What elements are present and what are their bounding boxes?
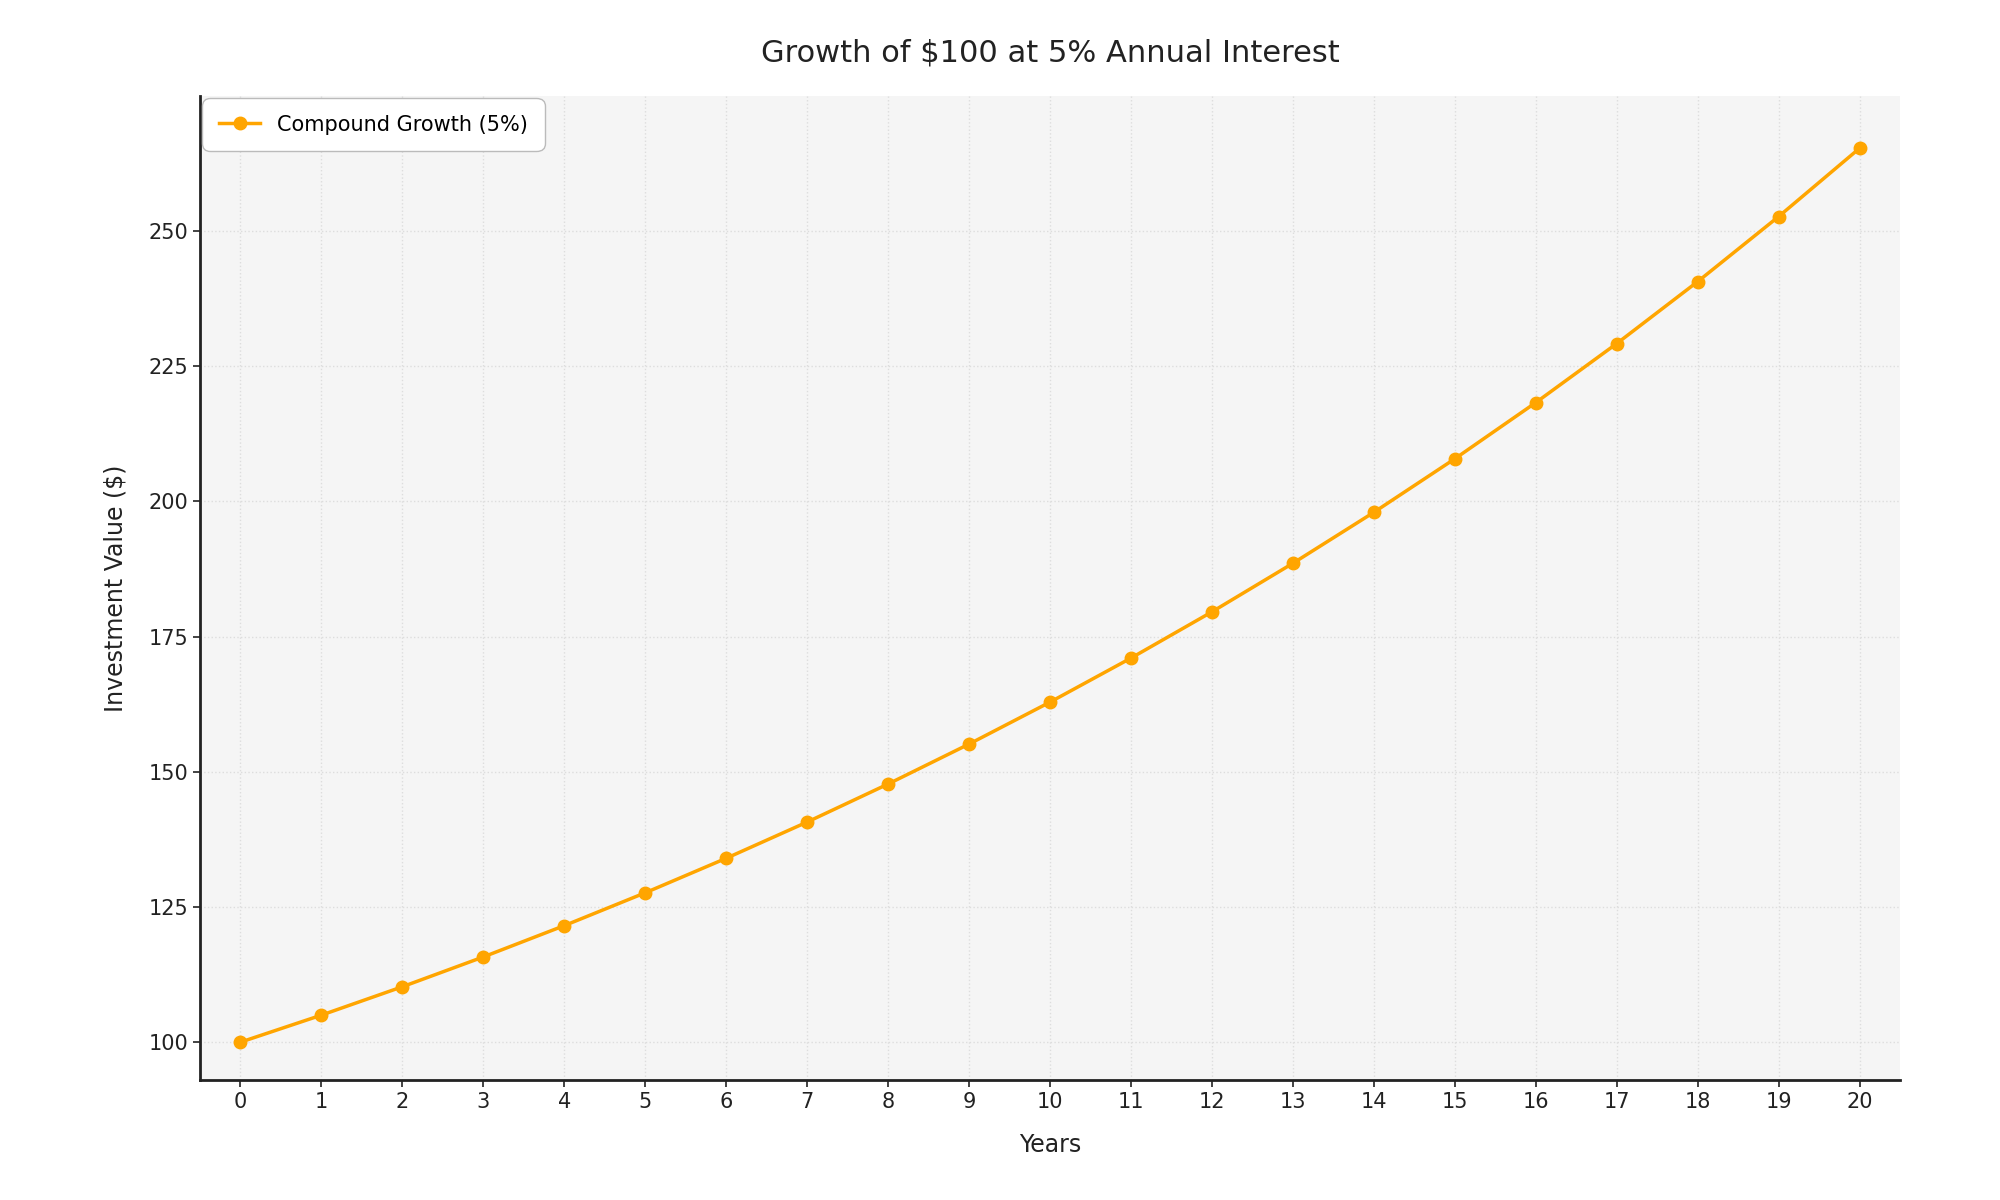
Compound Growth (5%) xyxy=(1524,396,1548,410)
Compound Growth (5%) xyxy=(1442,451,1466,466)
Compound Growth (5%) xyxy=(876,776,900,791)
Compound Growth (5%) xyxy=(1766,209,1790,223)
Legend: Compound Growth (5%): Compound Growth (5%) xyxy=(210,107,536,143)
Compound Growth (5%) xyxy=(958,737,982,751)
Compound Growth (5%) xyxy=(1604,336,1628,350)
Compound Growth (5%) xyxy=(1280,556,1304,570)
Compound Growth (5%) xyxy=(1118,650,1142,665)
Compound Growth (5%) xyxy=(228,1034,252,1049)
Line: Compound Growth (5%): Compound Growth (5%) xyxy=(234,142,1866,1049)
Compound Growth (5%) xyxy=(552,918,576,932)
Compound Growth (5%) xyxy=(310,1008,334,1022)
Compound Growth (5%) xyxy=(1200,605,1224,619)
X-axis label: Years: Years xyxy=(1018,1133,1082,1157)
Compound Growth (5%) xyxy=(1038,695,1062,709)
Y-axis label: Investment Value ($): Investment Value ($) xyxy=(104,464,128,712)
Compound Growth (5%) xyxy=(796,815,820,829)
Compound Growth (5%) xyxy=(634,886,658,900)
Compound Growth (5%) xyxy=(1362,505,1386,520)
Compound Growth (5%) xyxy=(1686,275,1710,289)
Compound Growth (5%) xyxy=(714,851,738,865)
Compound Growth (5%) xyxy=(472,949,496,964)
Compound Growth (5%) xyxy=(390,979,414,994)
Title: Growth of $100 at 5% Annual Interest: Growth of $100 at 5% Annual Interest xyxy=(760,38,1340,67)
Compound Growth (5%) xyxy=(1848,142,1872,156)
